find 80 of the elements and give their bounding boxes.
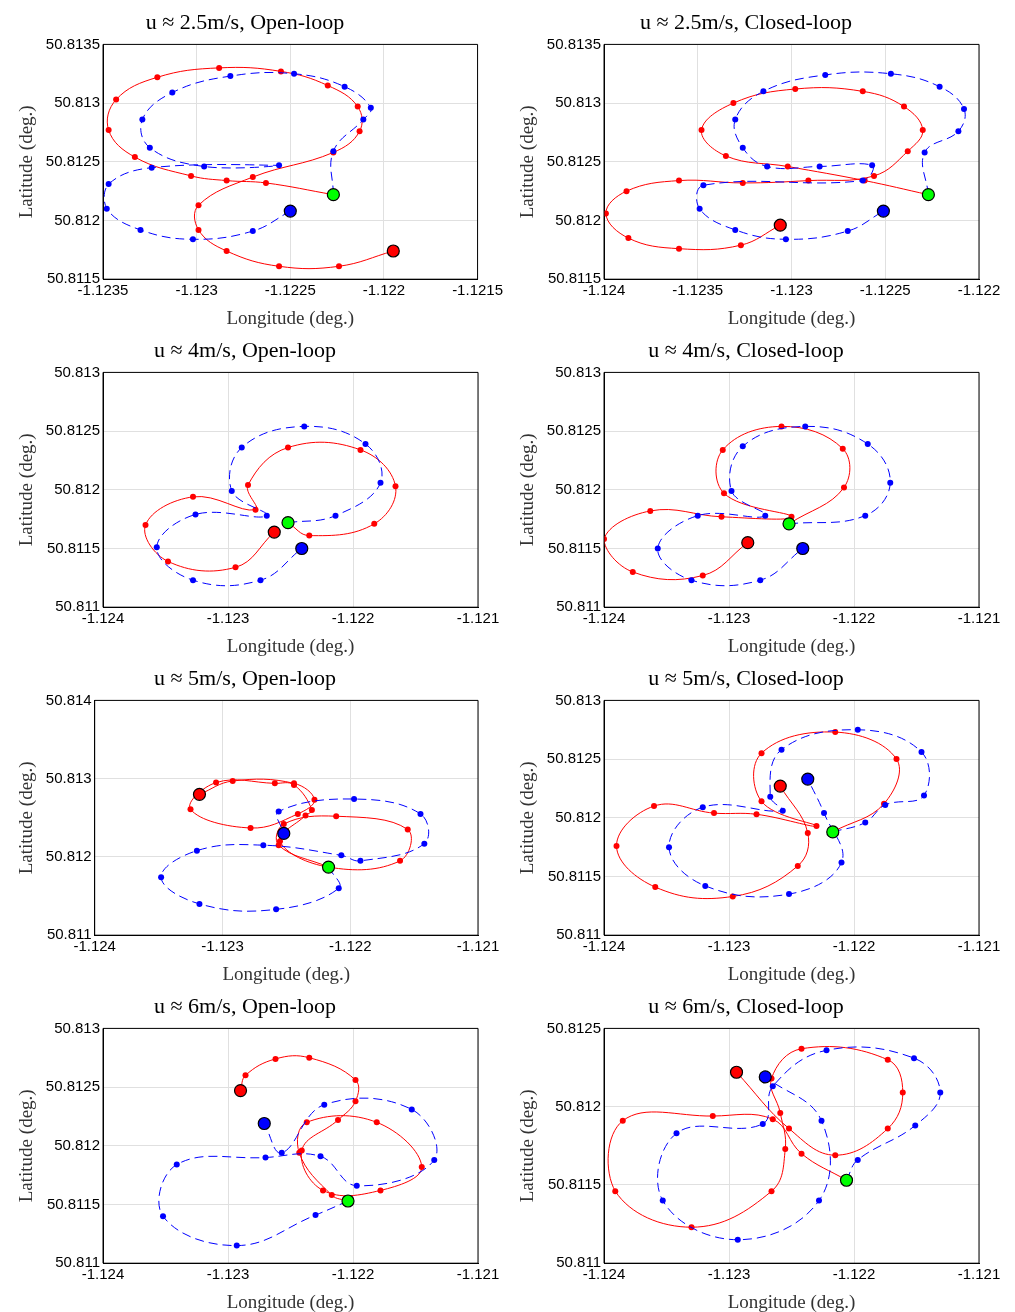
y-tick-label: 50.814 [45,690,92,708]
x-tick-label: -1.121 [456,1265,500,1283]
x-tick-label: -1.123 [201,937,244,955]
y-tick-label: 50.812 [555,479,602,497]
y-axis-title: Latitude (deg.) [15,105,38,219]
chart-title: u ≈ 6m/s, Open-loop [154,992,336,1018]
x-tick-label: -1.123 [175,281,218,299]
y-tick-label: 50.8125 [546,749,602,767]
chart-title: u ≈ 2.5m/s, Open-loop [145,8,345,34]
y-tick-label: 50.8115 [547,538,602,556]
x-tick-label: -1.123 [707,937,751,955]
y-tick-label: 50.8115 [547,866,602,884]
x-axis-title: Longitude (deg.) [727,1290,856,1312]
y-tick-label: 50.813 [45,768,92,786]
x-tick-label: -1.122 [957,281,1001,299]
y-tick-label: 50.813 [54,362,101,380]
y-tick-label: 50.8115 [547,1175,602,1193]
y-axis-title: Latitude (deg.) [15,433,38,547]
y-tick-label: 50.812 [54,210,101,228]
chart-title: u ≈ 5m/s, Closed-loop [648,664,844,690]
y-tick-label: 50.813 [555,362,602,380]
x-tick-label: -1.123 [206,609,250,627]
chart-title: u ≈ 4m/s, Closed-loop [648,336,844,362]
x-tick-label: -1.123 [770,281,813,299]
y-tick-label: 50.812 [555,210,602,228]
x-axis-title: Longitude (deg.) [727,306,856,329]
y-axis-title: Latitude (deg.) [516,1089,539,1203]
x-tick-label: -1.121 [957,1265,1001,1283]
x-tick-label: -1.123 [206,1265,250,1283]
x-tick-label: -1.122 [362,281,406,299]
y-axis-title: Latitude (deg.) [516,761,539,875]
y-tick-label: 50.813 [555,690,602,708]
y-tick-label: 50.812 [45,847,92,865]
x-tick-label: -1.122 [331,1265,375,1283]
y-tick-label: 50.812 [54,1135,101,1153]
x-tick-label: -1.121 [456,937,500,955]
x-tick-label: -1.123 [707,609,751,627]
y-tick-label: 50.8115 [46,538,101,556]
x-axis-title: Longitude (deg.) [226,1290,355,1312]
x-tick-label: -1.122 [832,609,876,627]
y-tick-label: 50.812 [555,807,602,825]
y-tick-label: 50.812 [54,479,101,497]
y-tick-label: 50.8125 [45,1077,101,1095]
y-tick-label: 50.812 [555,1096,602,1114]
x-axis-title: Longitude (deg.) [226,306,355,329]
x-tick-label: -1.122 [331,609,375,627]
x-tick-label: -1.121 [957,937,1001,955]
x-tick-label: -1.121 [957,609,1001,627]
chart-title: u ≈ 2.5m/s, Closed-loop [640,8,852,34]
y-tick-label: 50.8115 [46,1194,101,1212]
y-tick-label: 50.8135 [45,34,101,52]
y-tick-label: 50.813 [555,93,602,111]
x-axis-title: Longitude (deg.) [226,634,355,657]
x-tick-label: -1.1225 [859,281,911,299]
x-tick-label: -1.122 [832,1265,876,1283]
x-axis-title: Longitude (deg.) [222,962,351,985]
y-tick-label: 50.813 [54,1018,101,1036]
x-tick-label: -1.122 [832,937,876,955]
y-axis-title: Latitude (deg.) [516,105,539,219]
x-axis-title: Longitude (deg.) [727,634,856,657]
y-tick-label: 50.8125 [546,1018,602,1036]
y-tick-label: 50.8125 [45,151,101,169]
y-tick-label: 50.8125 [546,151,602,169]
y-axis-title: Latitude (deg.) [15,1089,38,1203]
y-tick-label: 50.813 [54,93,101,111]
x-tick-label: -1.1235 [672,281,724,299]
chart-title: u ≈ 4m/s, Open-loop [154,336,336,362]
x-tick-label: -1.123 [707,1265,751,1283]
x-tick-label: -1.122 [328,937,372,955]
y-tick-label: 50.8125 [45,421,101,439]
chart-title: u ≈ 5m/s, Open-loop [154,664,336,690]
y-axis-title: Latitude (deg.) [15,761,38,875]
x-axis-title: Longitude (deg.) [727,962,856,985]
y-tick-label: 50.8135 [546,34,602,52]
x-tick-label: -1.1215 [452,281,503,299]
x-tick-label: -1.1225 [264,281,316,299]
x-tick-label: -1.121 [456,609,500,627]
y-axis-title: Latitude (deg.) [516,433,539,547]
y-tick-label: 50.8125 [546,421,602,439]
chart-title: u ≈ 6m/s, Closed-loop [648,992,844,1018]
